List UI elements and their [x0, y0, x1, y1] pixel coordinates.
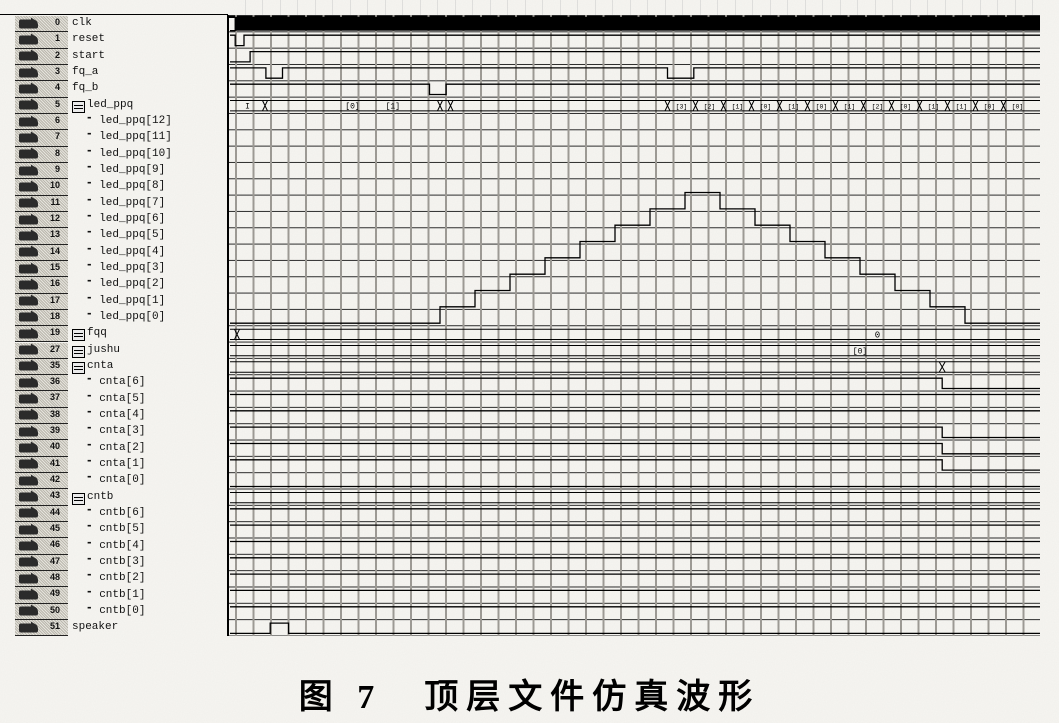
svg-text:[2]: [2]	[872, 104, 884, 111]
svg-text:[0]: [0]	[984, 104, 996, 111]
svg-text:[2]: [2]	[704, 104, 716, 111]
svg-text:0: 0	[875, 330, 880, 340]
svg-text:[0]: [0]	[900, 104, 912, 111]
svg-text:[1]: [1]	[732, 104, 744, 111]
svg-text:[0]: [0]	[345, 103, 359, 112]
svg-text:[0]: [0]	[760, 104, 772, 111]
svg-text:[0]: [0]	[816, 104, 828, 111]
svg-text:[1]: [1]	[956, 104, 968, 111]
svg-text:[0]: [0]	[853, 348, 867, 357]
svg-text:[1]: [1]	[844, 104, 856, 111]
svg-text:[1]: [1]	[928, 104, 940, 111]
svg-text:[3]: [3]	[676, 104, 688, 111]
svg-text:[1]: [1]	[386, 103, 400, 112]
svg-text:[1]: [1]	[788, 104, 800, 111]
svg-text:I: I	[245, 103, 250, 112]
svg-text:[0]: [0]	[1012, 104, 1024, 111]
